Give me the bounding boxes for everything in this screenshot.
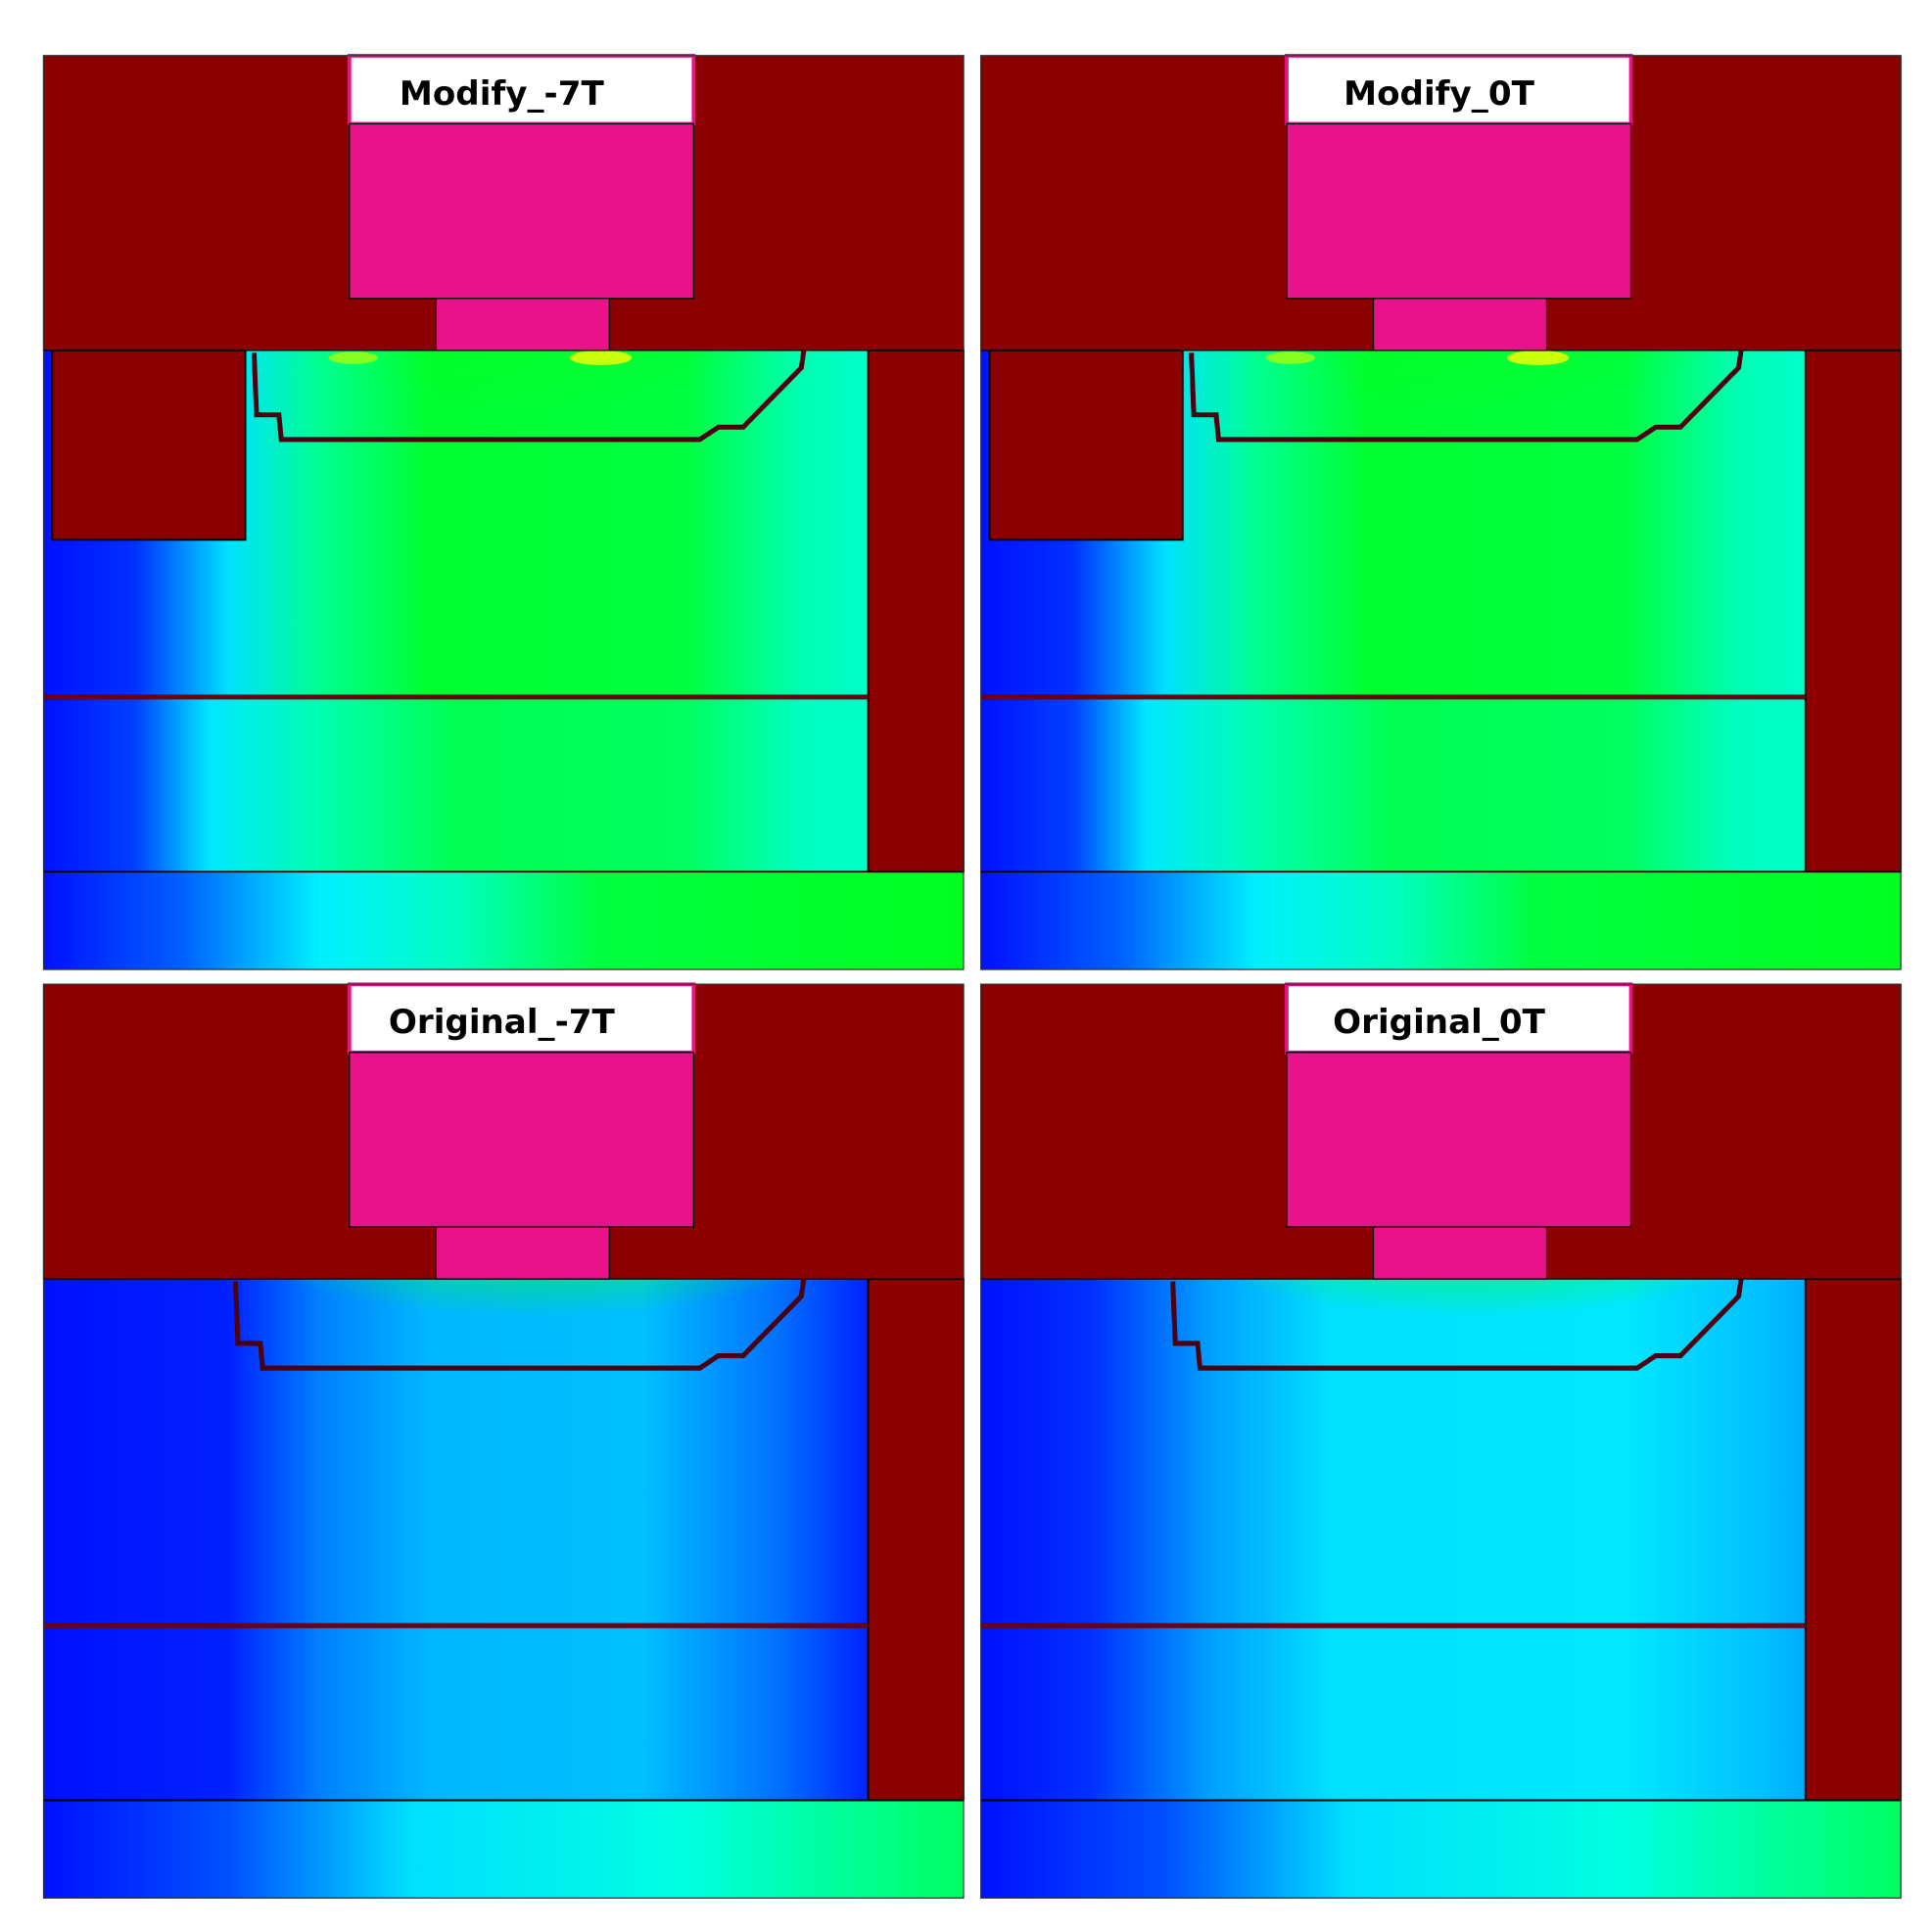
bottom-strip: [980, 1800, 1902, 1899]
panel-border: [980, 55, 1902, 970]
left-block: [51, 349, 247, 541]
panel-title: Modify_0T: [1343, 74, 1534, 114]
bottom-strip: [43, 871, 964, 970]
field-lower: [43, 1625, 964, 1801]
panel-border: [42, 55, 965, 970]
magnet-stem: [1372, 1226, 1548, 1280]
field-hotspot: [328, 352, 378, 364]
panel-border: [42, 983, 965, 1900]
magnet-block: [1286, 122, 1632, 300]
magnet-stem: [435, 1226, 610, 1280]
contour-outline: [251, 350, 807, 443]
magnet-block: [349, 1052, 694, 1228]
right-column: [867, 349, 965, 873]
contour-outline: [1189, 350, 1744, 443]
panel: Modify_-7T: [42, 54, 965, 970]
left-block: [988, 349, 1184, 541]
panel: Original_0T: [980, 982, 1903, 1900]
right-column: [1804, 349, 1903, 873]
magnet-block: [1286, 1052, 1632, 1228]
field-hotspot: [1507, 350, 1570, 366]
right-column: [1804, 1278, 1903, 1802]
panel-title: Original_-7T: [389, 1003, 616, 1042]
panel: Original_-7T: [42, 982, 965, 1900]
contour-outline: [232, 1278, 807, 1371]
field-hotspot: [1265, 352, 1316, 364]
right-column: [867, 1278, 965, 1802]
field-lower: [980, 696, 1902, 872]
field-hotspot: [569, 350, 633, 366]
bottom-strip: [980, 871, 1902, 970]
bottom-strip: [43, 1800, 964, 1899]
magnet-stem: [1372, 298, 1548, 352]
title-box: [347, 982, 696, 1055]
panel: Modify_0T: [980, 54, 1903, 970]
field-lower: [980, 1625, 1902, 1801]
title-box: [1285, 982, 1633, 1055]
contour-outline: [1170, 1278, 1744, 1371]
field-lower: [43, 696, 964, 872]
panel-title: Modify_-7T: [400, 74, 605, 114]
panel-border: [980, 983, 1902, 1900]
magnet-block: [349, 122, 694, 300]
magnet-stem: [435, 298, 610, 352]
panel-title: Original_0T: [1333, 1003, 1545, 1042]
